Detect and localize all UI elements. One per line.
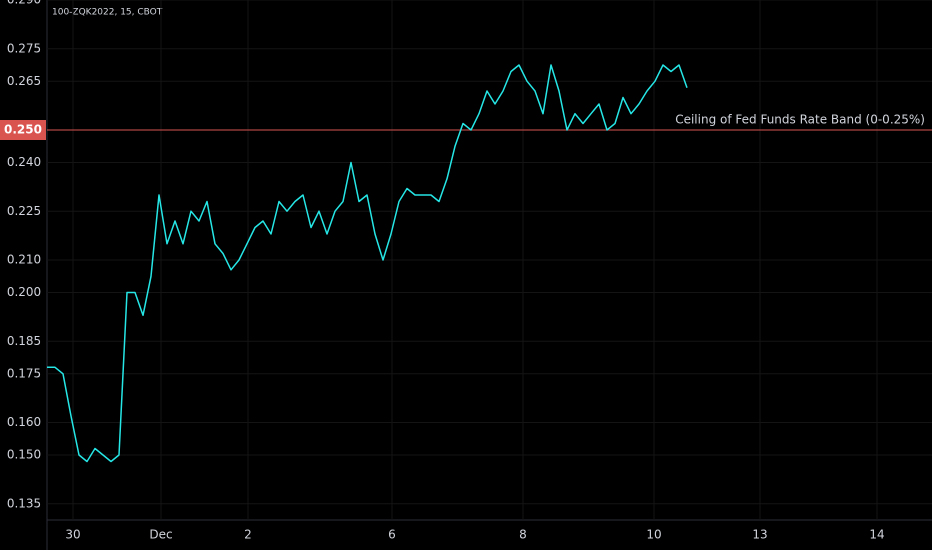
y-tick-label: 0.135: [7, 496, 41, 510]
price-line: [47, 64, 688, 463]
y-tick-label: 0.275: [7, 41, 41, 55]
price-label-box: [0, 120, 46, 140]
x-tick-label: 2: [244, 528, 252, 542]
x-tick-label: 13: [752, 528, 767, 542]
y-tick-label: 0.265: [7, 74, 41, 88]
y-tick-label: 0.200: [7, 285, 41, 299]
y-tick-label: 0.290: [7, 0, 41, 7]
y-tick-label: 0.175: [7, 366, 41, 380]
x-tick-label: 8: [519, 528, 527, 542]
y-tick-label: 0.150: [7, 448, 41, 462]
x-tick-label: 10: [646, 528, 661, 542]
y-tick-label: 0.210: [7, 253, 41, 267]
y-tick-label: 0.185: [7, 334, 41, 348]
x-tick-label: 14: [869, 528, 884, 542]
reference-annotation: Ceiling of Fed Funds Rate Band (0-0.25%): [675, 113, 925, 127]
y-tick-label: 0.160: [7, 415, 41, 429]
price-label: 0.250: [4, 123, 42, 137]
symbol-title: 100-ZQK2022, 15, CBOT: [52, 8, 163, 18]
x-tick-label: 30: [65, 528, 80, 542]
y-tick-label: 0.225: [7, 204, 41, 218]
x-tick-label: Dec: [149, 528, 172, 542]
x-tick-label: 6: [388, 528, 396, 542]
y-tick-label: 0.240: [7, 155, 41, 169]
